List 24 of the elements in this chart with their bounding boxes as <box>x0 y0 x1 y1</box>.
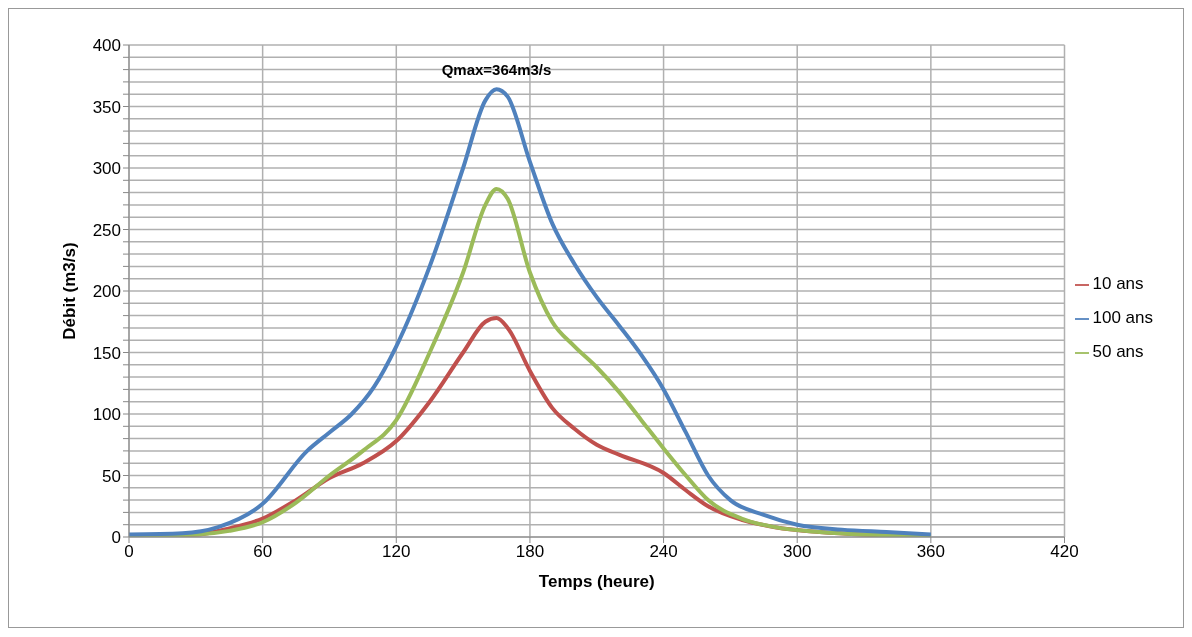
legend-label: 10 ans <box>1092 274 1144 293</box>
legend-label: 50 ans <box>1092 342 1144 361</box>
x-tick-label: 240 <box>649 542 678 562</box>
x-axis-title: Temps (heure) <box>538 572 655 591</box>
y-tick-label: 50 <box>102 466 121 486</box>
x-tick-label: 180 <box>515 542 545 562</box>
y-tick-label: 400 <box>92 36 121 56</box>
annotation: Qmax=364m3/s <box>441 61 552 79</box>
x-tick-label: 120 <box>382 542 411 562</box>
y-tick-label: 300 <box>92 159 121 179</box>
y-tick-label: 250 <box>92 220 121 240</box>
y-tick-label: 0 <box>111 528 121 548</box>
x-tick-label: 0 <box>124 542 134 562</box>
line-series <box>129 87 933 537</box>
x-tick-label: 420 <box>1050 542 1079 562</box>
y-tick-label: 150 <box>92 343 121 363</box>
x-tick-label: 300 <box>783 542 812 562</box>
y-tick-label: 100 <box>92 405 121 425</box>
x-tick-label: 60 <box>253 542 273 562</box>
legend-label: 100 ans <box>1092 308 1153 327</box>
y-tick-label: 350 <box>92 97 121 117</box>
x-tick-label: 360 <box>916 542 946 562</box>
y-axis-title: Débit (m3/s) <box>60 242 80 340</box>
y-tick-label: 200 <box>92 282 121 302</box>
